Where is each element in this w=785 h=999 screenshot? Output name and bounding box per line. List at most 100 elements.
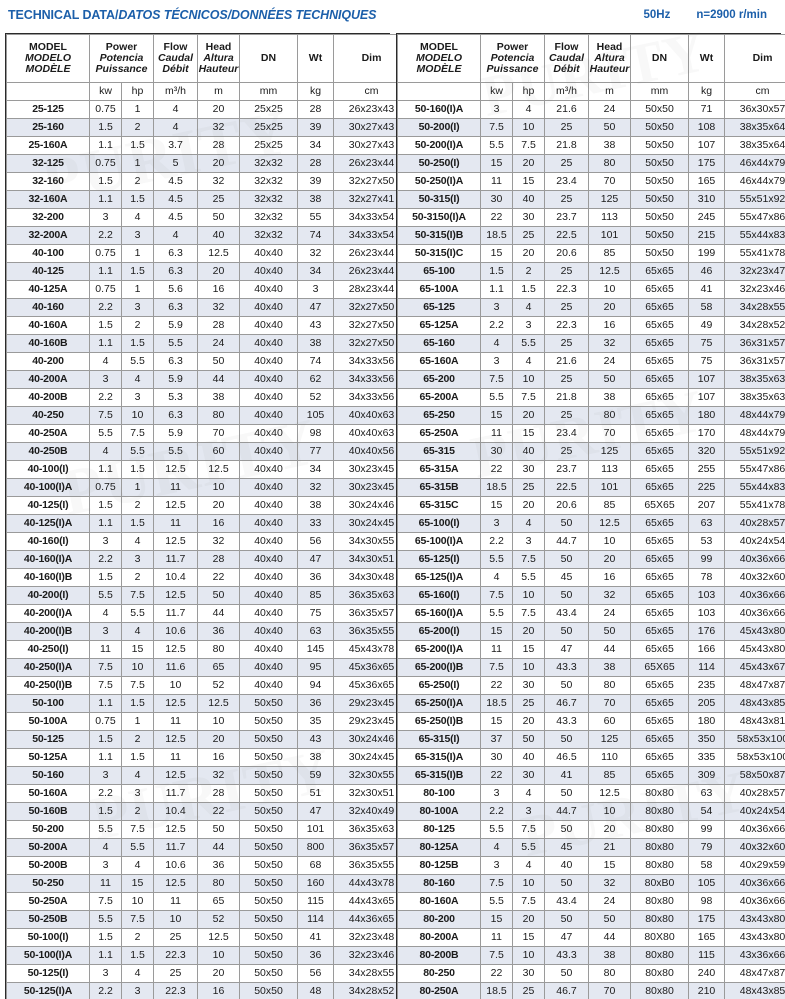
cell-power-kw: 1.5 — [89, 802, 122, 821]
left-table-body: 25-125 0.75 1 4 20 25x25 28 26x23x43 25-160 1.5 2 4… — [6, 100, 411, 999]
cell-head: 24 — [588, 604, 632, 623]
cell-flow: 50 — [544, 820, 590, 839]
cell-dn: 65x65 — [630, 514, 690, 533]
cell-power-kw: 0.75 — [89, 154, 122, 173]
cell-power-kw: 1.1 — [89, 136, 122, 155]
cell-power-kw: 3 — [89, 856, 122, 875]
header-row-main: MODEL MODELO MODÈLE Power Potencia Puiss… — [397, 34, 785, 83]
cell-dim: 58x50x87 — [724, 766, 785, 785]
cell-dn: 65x65 — [630, 730, 690, 749]
cell-power-hp: 5.5 — [511, 838, 546, 857]
cell-power-hp: 10 — [511, 370, 546, 389]
cell-dn: 50x50 — [630, 136, 690, 155]
cell-dn: 32x32 — [239, 226, 299, 245]
cell-wt: 56 — [297, 964, 335, 983]
cell-wt: 58 — [688, 856, 726, 875]
cell-model: 50-200(I)A — [397, 136, 481, 155]
cell-wt: 36 — [297, 568, 335, 587]
cell-head: 12.5 — [197, 244, 241, 263]
cell-wt: 77 — [297, 442, 335, 461]
cell-dn: 65x65 — [630, 532, 690, 551]
cell-wt: 103 — [688, 586, 726, 605]
cell-model: 40-125 — [6, 262, 90, 281]
cell-dim: 34x33x56 — [333, 388, 411, 407]
cell-power-kw: 5.5 — [480, 892, 513, 911]
cell-flow: 22.3 — [544, 280, 590, 299]
cell-wt: 105 — [297, 406, 335, 425]
table-row: 50-100 1.1 1.5 12.5 12.5 50x50 36 29x23x45 — [6, 694, 411, 713]
cell-flow: 10.6 — [153, 856, 199, 875]
cell-flow: 11 — [153, 892, 199, 911]
col-header-dn: DN — [630, 34, 690, 83]
table-row: 40-200B 2.2 3 5.3 38 40x40 52 34x33x56 — [6, 388, 411, 407]
cell-model: 65-160 — [397, 334, 481, 353]
col-unit-flow: m³/h — [153, 82, 199, 101]
cell-model: 40-250A — [6, 424, 90, 443]
cell-dn: 40x40 — [239, 298, 299, 317]
cell-flow: 4.5 — [153, 190, 199, 209]
cell-flow: 21.8 — [544, 388, 590, 407]
col-unit-kw: kw — [89, 82, 122, 101]
table-row: 65-125 3 4 25 20 65x65 58 34x28x55 — [397, 298, 785, 317]
cell-wt: 47 — [297, 550, 335, 569]
cell-power-kw: 3 — [480, 352, 513, 371]
cell-wt: 207 — [688, 496, 726, 515]
cell-power-kw: 0.75 — [89, 712, 122, 731]
col-header-power-fr: Puissance — [95, 63, 148, 75]
cell-head: 20 — [197, 496, 241, 515]
cell-power-hp: 2 — [120, 802, 155, 821]
cell-power-hp: 4 — [120, 532, 155, 551]
cell-flow: 25 — [153, 928, 199, 947]
cell-power-kw: 1.5 — [89, 496, 122, 515]
col-header-flow: Flow Caudal Débit — [153, 34, 199, 83]
table-row: 40-125(I)A 1.1 1.5 11 16 40x40 33 30x24x45 — [6, 514, 411, 533]
cell-power-hp: 4 — [120, 856, 155, 875]
col-unit-head: m — [197, 82, 241, 101]
cell-wt: 108 — [688, 118, 726, 137]
cell-dim: 58x53x100 — [724, 748, 785, 767]
cell-head: 38 — [588, 388, 632, 407]
cell-dn: 65x65 — [630, 406, 690, 425]
cell-wt: 180 — [688, 406, 726, 425]
table-row: 50-160 3 4 12.5 32 50x50 59 32x30x55 — [6, 766, 411, 785]
cell-flow: 4.5 — [153, 172, 199, 191]
cell-power-hp: 20 — [511, 910, 546, 929]
cell-power-hp: 15 — [511, 640, 546, 659]
table-row: 40-160(I)B 1.5 2 10.4 22 40x40 36 34x30x48 — [6, 568, 411, 587]
col-header-head-es: Altura — [594, 51, 625, 64]
cell-dim: 30x27x43 — [333, 136, 411, 155]
cell-flow: 46.7 — [544, 694, 590, 713]
col-header-power-fr: Puissance — [486, 63, 539, 75]
document-header: TECHNICAL DATA/DATOS TÉCNICOS/DONNÉES TE… — [0, 0, 785, 30]
col-header-model-fr: MODÈLE — [25, 63, 71, 75]
cell-power-hp: 1.5 — [120, 748, 155, 767]
cell-power-hp: 1.5 — [120, 514, 155, 533]
col-header-model-en: MODEL — [420, 40, 458, 53]
cell-model: 65-200 — [397, 370, 481, 389]
cell-flow: 12.5 — [153, 820, 199, 839]
left-table-head: MODEL MODELO MODÈLE Power Potencia Puiss… — [6, 34, 411, 101]
cell-model: 40-160(I)A — [6, 550, 90, 569]
table-row: 80-160 7.5 10 50 32 80xB0 105 40x36x66 — [397, 874, 785, 893]
cell-power-kw: 5.5 — [480, 136, 513, 155]
cell-dn: 80xB0 — [630, 874, 690, 893]
table-row: 50-100(I) 1.5 2 25 12.5 50x50 41 32x23x48 — [6, 928, 411, 947]
cell-flow: 43.4 — [544, 892, 590, 911]
cell-model: 40-200A — [6, 370, 90, 389]
cell-power-hp: 1 — [120, 154, 155, 173]
cell-dn: 80x80 — [630, 964, 690, 983]
cell-dn: 50x50 — [239, 892, 299, 911]
cell-dim: 55x44x83 — [724, 226, 785, 245]
cell-head: 32 — [588, 586, 632, 605]
cell-dim: 48x43x85 — [724, 982, 785, 999]
cell-power-kw: 1.1 — [89, 946, 122, 965]
cell-dn: 40x40 — [239, 262, 299, 281]
cell-power-kw: 5.5 — [480, 820, 513, 839]
cell-dim: 38x35x64 — [724, 118, 785, 137]
cell-model: 40-160(I) — [6, 532, 90, 551]
cell-model: 40-250(I)A — [6, 658, 90, 677]
cell-wt: 39 — [297, 172, 335, 191]
cell-flow: 22.3 — [153, 982, 199, 999]
cell-flow: 46.5 — [544, 748, 590, 767]
